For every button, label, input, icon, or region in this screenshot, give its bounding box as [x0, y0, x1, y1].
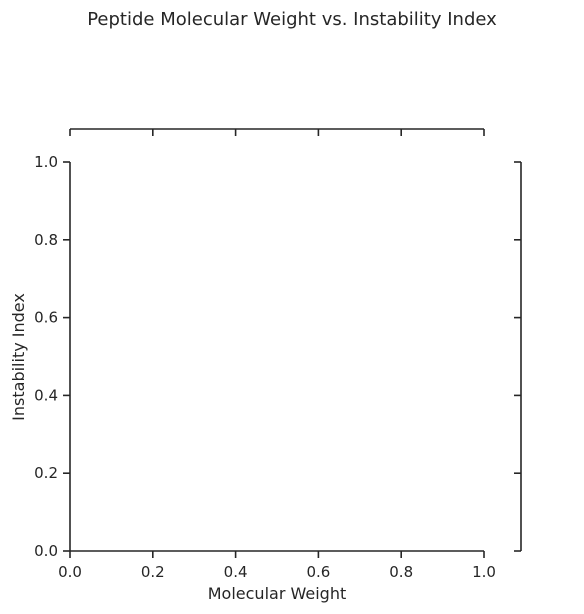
y-tick-label: 0.8	[34, 231, 58, 249]
y-tick-label: 0.6	[34, 309, 58, 327]
y-tick-label: 0.4	[34, 386, 58, 404]
x-axis-title: Molecular Weight	[208, 584, 346, 603]
x-tick-label: 0.8	[389, 563, 413, 581]
chart-title: Peptide Molecular Weight vs. Instability…	[87, 9, 497, 30]
y-axis-ticks: 0.0 0.2 0.4 0.6 0.8 1.0	[34, 153, 70, 560]
x-tick-label: 0.4	[224, 563, 248, 581]
main-plot-area: 0.0 0.2 0.4 0.6 0.8 1.0 0.0 0.2 0.4 0.6 0.8 1.0	[34, 153, 496, 581]
x-axis-ticks: 0.0 0.2 0.4 0.6 0.8 1.0	[58, 551, 496, 581]
y-tick-label: 0.2	[34, 464, 58, 482]
top-marginal-ticks	[69, 129, 485, 136]
y-axis-title: Instability Index	[9, 293, 28, 421]
right-marginal-axis	[514, 161, 522, 552]
top-marginal-axis	[69, 128, 485, 136]
x-tick-label: 0.2	[141, 563, 165, 581]
x-tick-label: 0.0	[58, 563, 82, 581]
right-marginal-ticks	[514, 161, 521, 552]
x-tick-label: 0.6	[306, 563, 330, 581]
x-tick-label: 1.0	[472, 563, 496, 581]
y-tick-label: 1.0	[34, 153, 58, 171]
y-tick-label: 0.0	[34, 542, 58, 560]
